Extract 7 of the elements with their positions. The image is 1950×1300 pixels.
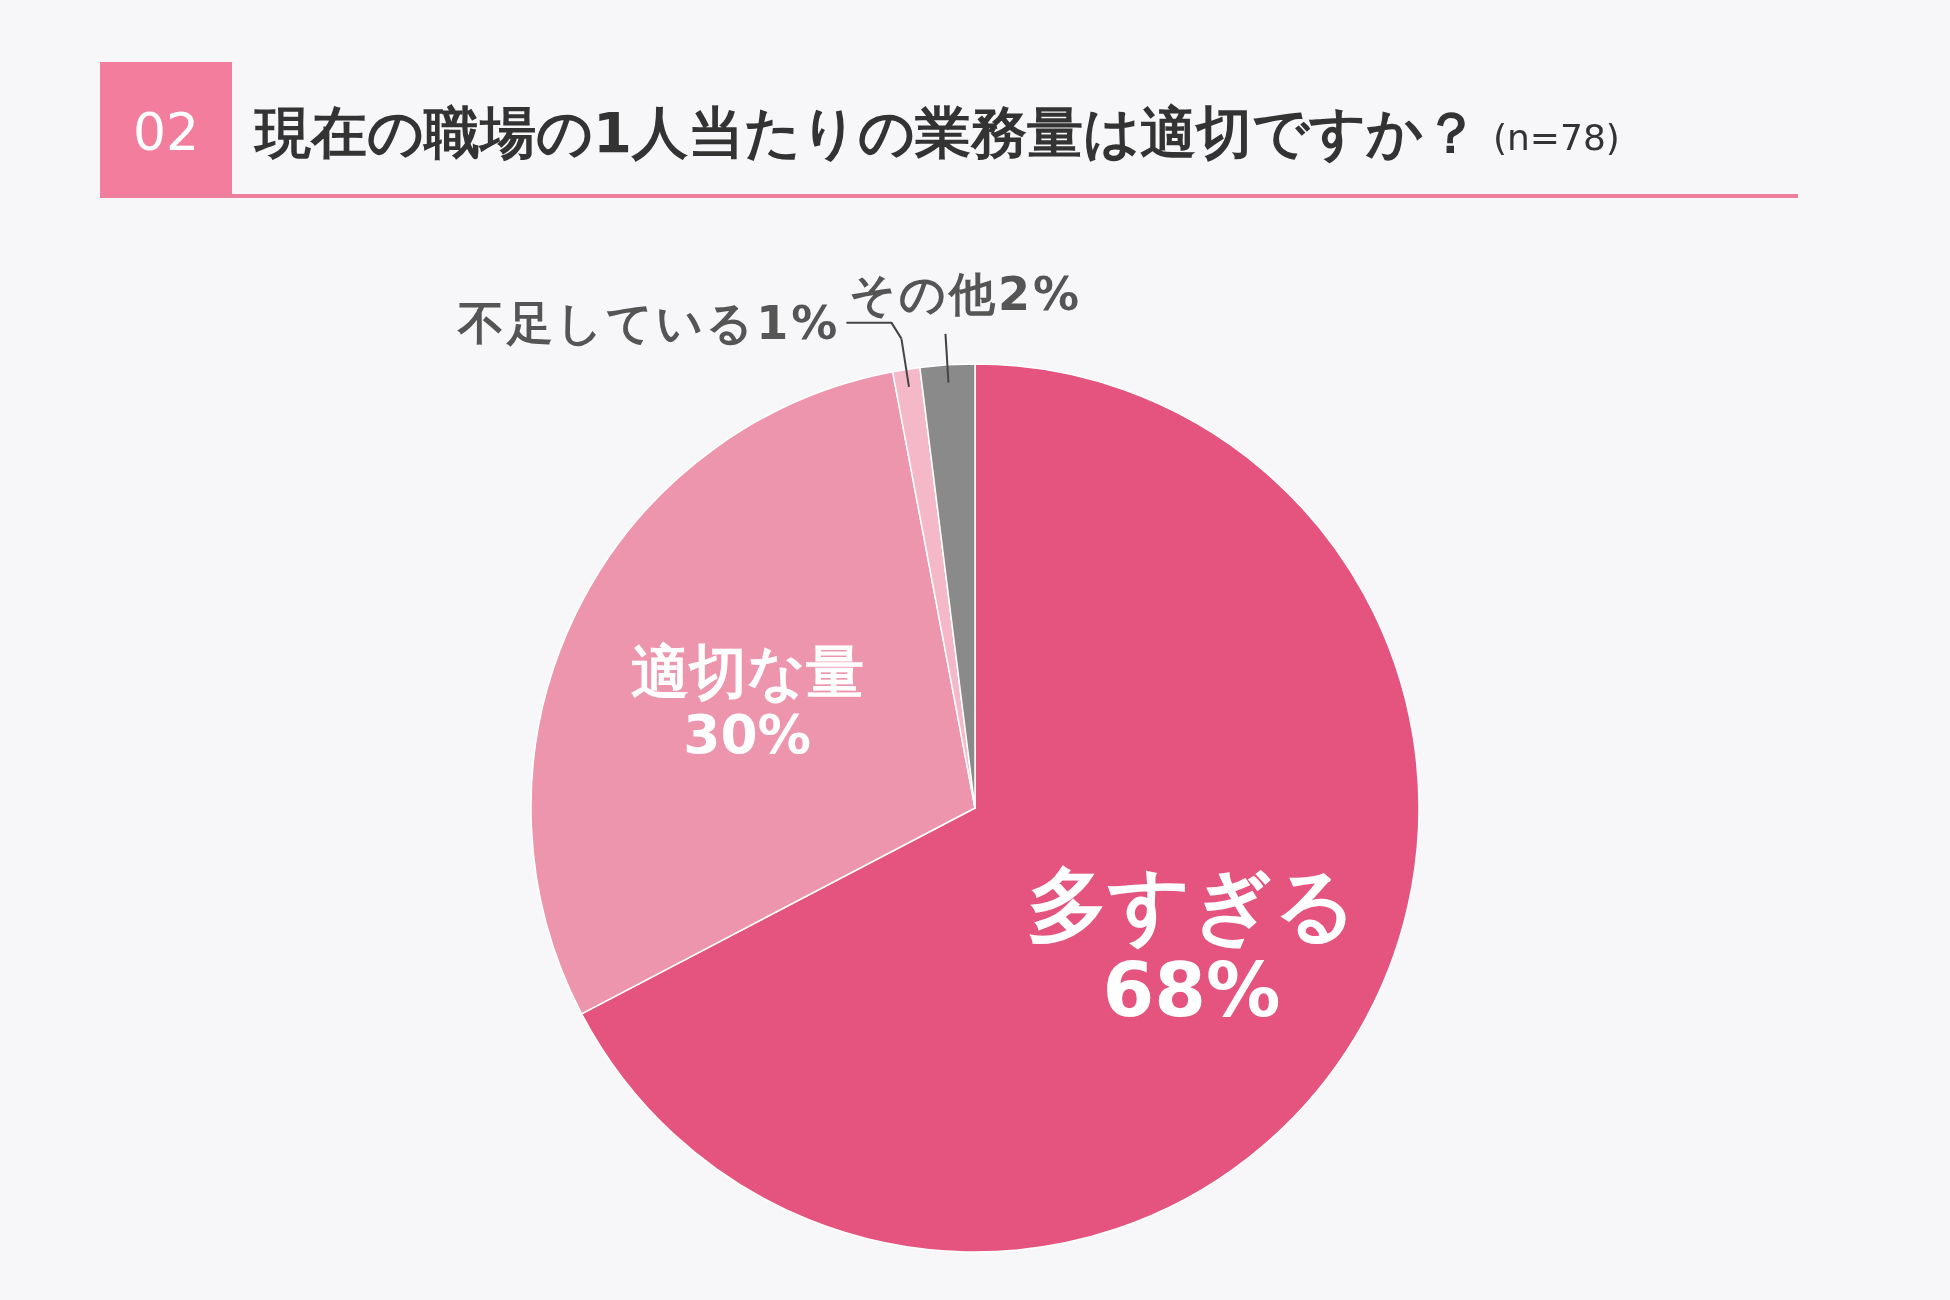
slice-label: 不足している1% bbox=[457, 295, 841, 350]
chart-title: 現在の職場の1人当たりの業務量は適切ですか？ bbox=[253, 100, 1479, 165]
text: 02 bbox=[132, 102, 200, 162]
slice-label: 多すぎる bbox=[1026, 858, 1357, 953]
slice-label: 適切な量 bbox=[630, 637, 864, 706]
text: (n=78) bbox=[1492, 117, 1620, 158]
slice-label: その他2% bbox=[848, 266, 1083, 321]
